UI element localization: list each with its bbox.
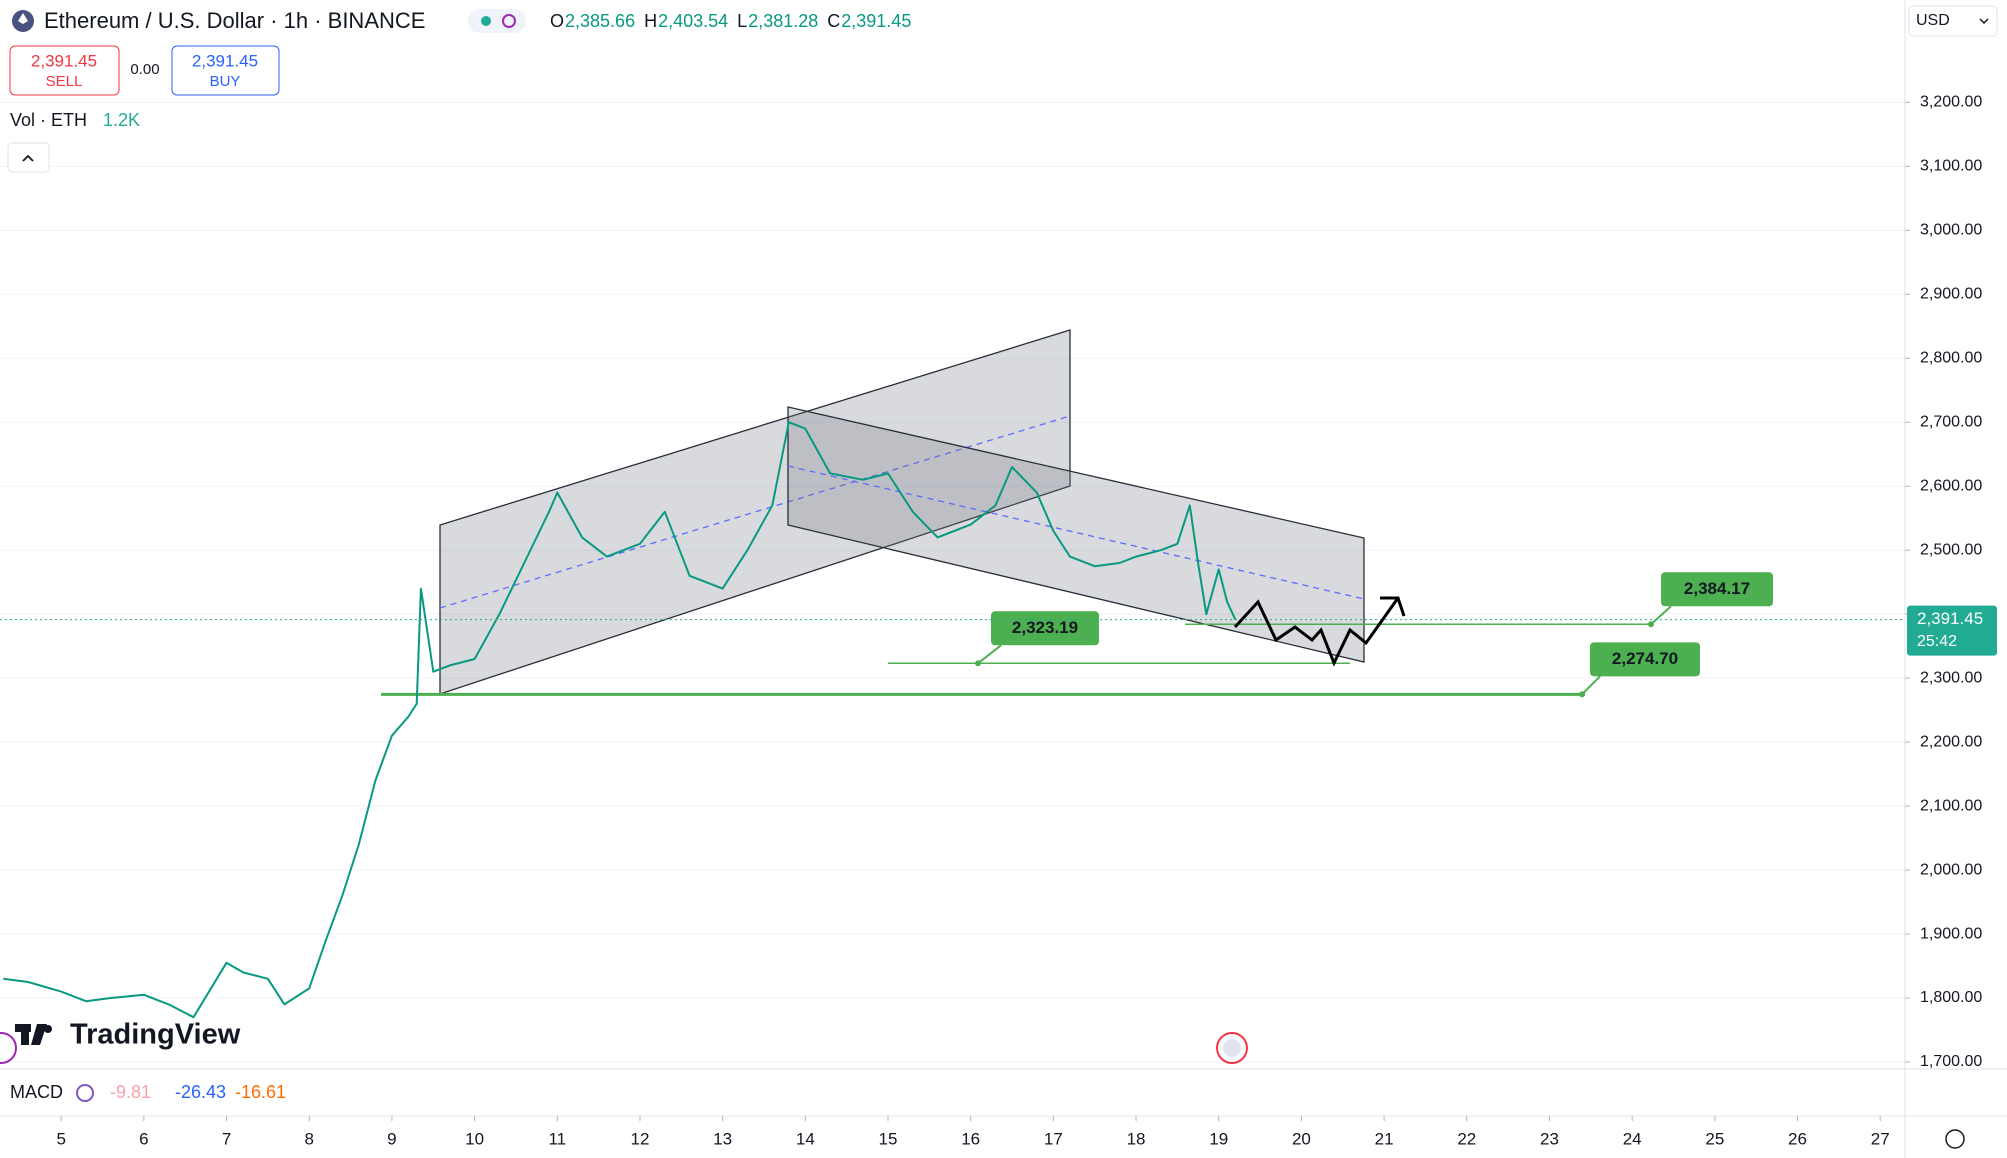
currency-button[interactable]: USD	[1908, 5, 1998, 37]
y-tick-label: 2,100.00	[1920, 797, 1982, 814]
countdown: 25:42	[1917, 633, 1957, 650]
buy-label[interactable]: BUY	[210, 73, 241, 90]
eth-icon-glyph	[18, 13, 28, 24]
level-label-box	[1590, 642, 1700, 677]
ohlc-key: L	[737, 11, 747, 31]
level-anchor	[975, 660, 981, 667]
status-dot	[481, 16, 491, 26]
y-tick-label: 2,900.00	[1920, 286, 1982, 303]
level-pointer	[1581, 675, 1601, 696]
ohlc-value: 2,391.45	[841, 11, 911, 31]
falling-channel	[787, 406, 1365, 663]
logo-text: TradingView	[70, 1019, 241, 1051]
ohlc-key: C	[827, 11, 840, 31]
x-tick-label: 21	[1375, 1129, 1394, 1148]
projection-arrowhead	[1380, 596, 1406, 617]
x-tick-label: 9	[387, 1129, 396, 1148]
y-tick-label: 3,000.00	[1920, 222, 1982, 239]
ohlc-value: 2,403.54	[658, 11, 728, 31]
projection-path	[1233, 597, 1400, 667]
ohlc-key: O	[550, 11, 564, 31]
ohlc-value: 2,381.28	[748, 11, 818, 31]
macd-signal: -26.43	[175, 1082, 226, 1102]
ohlc: O 2,385.66 H 2,403.54 L 2,381.28 C 2,391.45	[550, 11, 911, 31]
x-tick-label: 6	[139, 1129, 148, 1148]
y-tick-label: 1,700.00	[1920, 1053, 1982, 1070]
event-icon[interactable]	[0, 1032, 17, 1064]
collapse-button[interactable]	[7, 142, 50, 173]
y-tick-label: 2,600.00	[1920, 477, 1982, 494]
last-price-box	[1907, 605, 1997, 656]
price-line	[3, 421, 1237, 1019]
level-label: 2,323.19	[1012, 618, 1078, 637]
x-tick-label: 17	[1044, 1129, 1063, 1148]
settings-icon[interactable]	[1945, 1129, 1965, 1149]
symbol-title: Ethereum / U.S. Dollar · 1h · BINANCE	[44, 8, 425, 33]
plot: 2,323.19 2,384.17 2,274.70	[0, 421, 1905, 1019]
y-tick-label: 2,300.00	[1920, 669, 1982, 686]
macd-histogram: -16.61	[235, 1082, 286, 1102]
spread: 0.00	[130, 61, 159, 78]
y-tick-label: 2,000.00	[1920, 861, 1982, 878]
y-tick-label: 2,800.00	[1920, 349, 1982, 366]
macd-label: MACD	[10, 1082, 63, 1102]
event-icon-glyph	[1223, 1039, 1241, 1057]
buy-price[interactable]: 2,391.45	[192, 51, 258, 70]
x-tick-label: 23	[1540, 1129, 1559, 1148]
level-label-box	[1661, 572, 1773, 607]
level-anchor	[1648, 621, 1654, 628]
ohlc-key: H	[644, 11, 657, 31]
level-anchor	[1579, 691, 1585, 698]
level-label: 2,384.17	[1684, 579, 1750, 598]
x-tick-label: 10	[465, 1129, 484, 1148]
x-tick-label: 20	[1292, 1129, 1311, 1148]
macd-value: -9.81	[110, 1082, 151, 1102]
projection	[1233, 596, 1406, 667]
x-tick-label: 22	[1457, 1129, 1476, 1148]
x-tick-label: 13	[713, 1129, 732, 1148]
status-icon	[502, 14, 516, 28]
background	[0, 101, 1905, 1063]
y-tick-label: 2,700.00	[1920, 413, 1982, 430]
currency[interactable]: USD	[1916, 12, 1950, 29]
level-label: 2,274.70	[1612, 649, 1678, 668]
y-tick-label: 1,800.00	[1920, 989, 1982, 1006]
x-tick-label: 12	[631, 1129, 650, 1148]
volume-value: 1.2K	[103, 110, 140, 130]
x-tick-label: 11	[548, 1129, 566, 1148]
x-tick-label: 7	[222, 1129, 231, 1148]
sell-price[interactable]: 2,391.45	[31, 51, 97, 70]
rising-channel	[439, 329, 1071, 695]
level-pointer	[977, 644, 1002, 665]
last-price-label: 2,391.45	[1917, 609, 1983, 628]
volume-label: Vol · ETH	[10, 110, 87, 130]
x-tick-label: 5	[56, 1129, 65, 1148]
y-tick-label: 3,200.00	[1920, 94, 1982, 111]
x-tick-label: 19	[1209, 1129, 1228, 1148]
y-tick-label: 2,200.00	[1920, 733, 1982, 750]
y-tick-label: 3,100.00	[1920, 158, 1982, 175]
status-pill[interactable]	[468, 9, 526, 33]
x-tick-label: 8	[304, 1129, 313, 1148]
x-tick-label: 25	[1705, 1129, 1724, 1148]
sell-label[interactable]: SELL	[46, 73, 83, 90]
x-tick-label: 15	[879, 1129, 898, 1148]
x-tick-label: 14	[796, 1129, 815, 1148]
x-tick-label: 26	[1788, 1129, 1807, 1148]
logo: TradingView	[15, 1019, 241, 1051]
level-pointer	[1650, 605, 1672, 626]
y-tick-label: 2,500.00	[1920, 541, 1982, 558]
x-tick-label: 16	[961, 1129, 980, 1148]
x-tick-label: 24	[1623, 1129, 1642, 1148]
y-tick-label: 1,900.00	[1920, 925, 1982, 942]
buy-button[interactable]: 2,391.45 BUY	[171, 45, 280, 96]
drawings	[439, 329, 1365, 695]
ohlc-value: 2,385.66	[565, 11, 635, 31]
x-tick-label: 18	[1127, 1129, 1146, 1148]
sell-button[interactable]: 2,391.45 SELL	[9, 45, 120, 96]
macd-settings-icon[interactable]	[76, 1084, 94, 1102]
x-tick-label: 27	[1871, 1129, 1890, 1148]
